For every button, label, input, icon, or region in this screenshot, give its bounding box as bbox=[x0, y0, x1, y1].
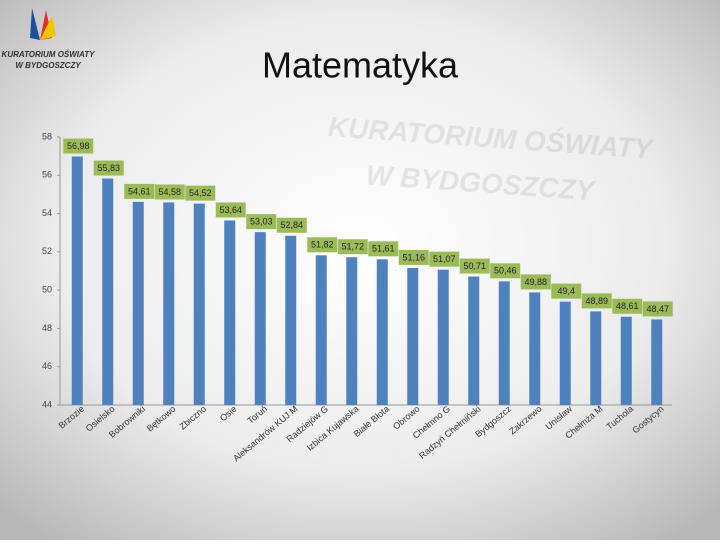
value-label-box bbox=[307, 237, 338, 253]
y-tick-label: 44 bbox=[42, 399, 52, 409]
bar bbox=[651, 319, 663, 405]
value-label: 54,61 bbox=[128, 186, 151, 196]
value-label: 50,71 bbox=[463, 261, 486, 271]
value-label: 51,16 bbox=[402, 252, 425, 262]
value-label: 54,52 bbox=[189, 188, 212, 198]
value-label: 51,82 bbox=[311, 240, 334, 250]
y-tick-label: 56 bbox=[42, 170, 52, 180]
logo-text: W BYDGOSZCZY bbox=[15, 61, 81, 70]
value-label: 48,61 bbox=[616, 301, 639, 311]
value-label: 51,72 bbox=[341, 242, 364, 252]
value-label: 52,84 bbox=[280, 220, 303, 230]
value-label-box bbox=[276, 217, 307, 233]
value-label-box bbox=[490, 263, 521, 279]
bar bbox=[407, 267, 419, 405]
bar bbox=[71, 156, 83, 405]
bar bbox=[590, 311, 602, 405]
value-label: 51,07 bbox=[433, 254, 456, 264]
bar bbox=[376, 259, 388, 405]
bar bbox=[559, 301, 571, 405]
value-label: 48,89 bbox=[585, 296, 608, 306]
bar bbox=[285, 235, 297, 405]
y-tick-label: 54 bbox=[42, 208, 52, 218]
value-label: 56,98 bbox=[67, 141, 90, 151]
logo: KURATORIUM OŚWIATY W BYDGOSZCZY bbox=[2, 8, 96, 70]
value-label-box bbox=[215, 202, 246, 218]
bar bbox=[193, 203, 205, 405]
value-label-box bbox=[124, 183, 155, 199]
value-label: 54,58 bbox=[158, 187, 181, 197]
value-label: 55,83 bbox=[97, 163, 120, 173]
value-label: 51,61 bbox=[372, 244, 395, 254]
y-tick-label: 50 bbox=[42, 285, 52, 295]
value-label: 49,88 bbox=[524, 277, 547, 287]
y-tick-label: 48 bbox=[42, 323, 52, 333]
bar bbox=[529, 292, 541, 405]
value-label: 53,03 bbox=[250, 217, 273, 227]
logo-text: KURATORIUM OŚWIATY bbox=[2, 50, 96, 59]
value-label-box bbox=[63, 138, 94, 154]
bar bbox=[468, 276, 480, 405]
value-label-box bbox=[459, 258, 490, 274]
value-label-box bbox=[398, 249, 429, 265]
value-label-box bbox=[429, 251, 460, 267]
value-label: 53,64 bbox=[219, 205, 242, 215]
value-label: 50,46 bbox=[494, 266, 517, 276]
value-label-box bbox=[185, 185, 216, 201]
y-tick-label: 46 bbox=[42, 361, 52, 371]
value-label-box bbox=[246, 214, 277, 230]
value-label-box bbox=[642, 301, 673, 317]
y-tick-label: 52 bbox=[42, 246, 52, 256]
bar bbox=[254, 232, 266, 405]
value-label: 49,4 bbox=[557, 286, 575, 296]
bar bbox=[102, 178, 114, 405]
bar bbox=[224, 220, 236, 405]
value-label-box bbox=[551, 283, 582, 299]
value-label-box bbox=[337, 239, 368, 255]
bar bbox=[620, 316, 632, 405]
value-label-box bbox=[368, 241, 399, 257]
value-label-box bbox=[612, 298, 643, 314]
value-label-box bbox=[93, 160, 124, 176]
bar bbox=[163, 202, 175, 405]
value-label-box bbox=[581, 293, 612, 309]
value-label-box bbox=[154, 184, 185, 200]
bar bbox=[498, 281, 510, 405]
value-label: 48,47 bbox=[646, 304, 669, 314]
bar bbox=[437, 269, 449, 405]
value-label-box bbox=[520, 274, 551, 290]
bar bbox=[346, 257, 358, 405]
bar bbox=[132, 201, 144, 405]
chart-title: Matematyka bbox=[262, 45, 459, 86]
y-tick-label: 58 bbox=[42, 131, 52, 141]
bar bbox=[315, 255, 327, 405]
